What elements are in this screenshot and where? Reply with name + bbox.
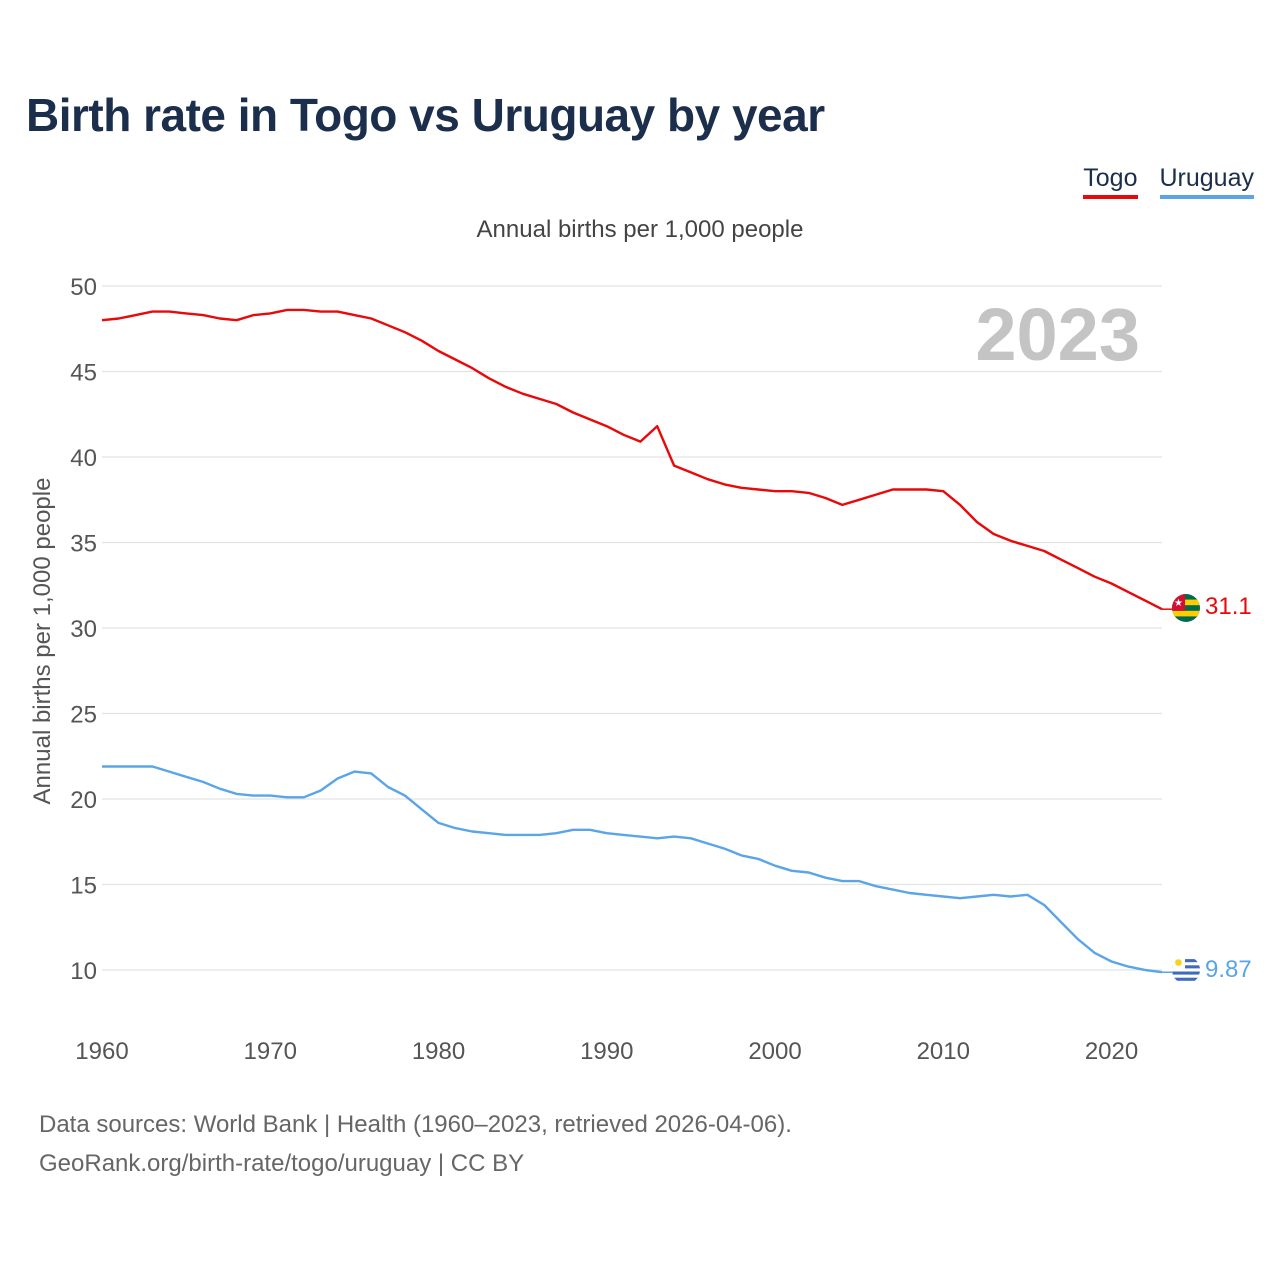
end-label-togo: 31.1 xyxy=(1205,593,1252,620)
x-tick-label: 2000 xyxy=(748,1038,801,1065)
legend-item-uruguay[interactable]: Uruguay xyxy=(1159,164,1254,199)
footer-source: Data sources: World Bank | Health (1960–… xyxy=(39,1111,792,1138)
chart-subtitle: Annual births per 1,000 people xyxy=(476,216,804,243)
end-label-uruguay: 9.87 xyxy=(1205,956,1252,983)
uruguay-flag-icon xyxy=(1172,956,1200,984)
y-axis-ticks: 10 15 20 25 30 35 40 45 50 xyxy=(70,274,97,985)
series-line-uruguay xyxy=(102,765,1163,974)
x-tick-label: 1970 xyxy=(244,1038,297,1065)
year-watermark: 2023 xyxy=(975,293,1140,376)
x-tick-label: 1980 xyxy=(412,1038,465,1065)
legend-item-togo[interactable]: Togo xyxy=(1083,164,1138,199)
end-markers: ★ 31.1 9.87 xyxy=(1172,593,1252,984)
togo-flag-icon: ★ xyxy=(1172,594,1200,622)
x-tick-label: 1990 xyxy=(580,1038,633,1065)
y-tick-label: 35 xyxy=(70,531,97,558)
x-tick-label: 2010 xyxy=(917,1038,970,1065)
y-tick-label: 10 xyxy=(70,958,97,985)
series-lines xyxy=(101,308,1172,974)
x-tick-label: 2020 xyxy=(1085,1038,1138,1065)
chart-title: Birth rate in Togo vs Uruguay by year xyxy=(26,89,825,141)
y-tick-label: 45 xyxy=(70,360,97,387)
x-axis-ticks: 1960 1970 1980 1990 2000 2010 2020 xyxy=(75,1038,1138,1065)
footer: Data sources: World Bank | Health (1960–… xyxy=(39,1105,792,1183)
y-tick-label: 15 xyxy=(70,873,97,900)
y-tick-label: 25 xyxy=(70,702,97,729)
series-line-togo xyxy=(101,308,1163,611)
x-tick-label: 1960 xyxy=(75,1038,128,1065)
svg-text:★: ★ xyxy=(1174,598,1183,609)
y-tick-label: 30 xyxy=(70,616,97,643)
y-tick-label: 40 xyxy=(70,445,97,472)
y-axis-label: Annual births per 1,000 people xyxy=(29,478,56,805)
footer-attribution: GeoRank.org/birth-rate/togo/uruguay | CC… xyxy=(39,1150,525,1177)
legend: Togo Uruguay xyxy=(1083,164,1254,199)
grid-lines xyxy=(102,285,1162,971)
y-tick-label: 50 xyxy=(70,274,97,301)
y-tick-label: 20 xyxy=(70,787,97,814)
